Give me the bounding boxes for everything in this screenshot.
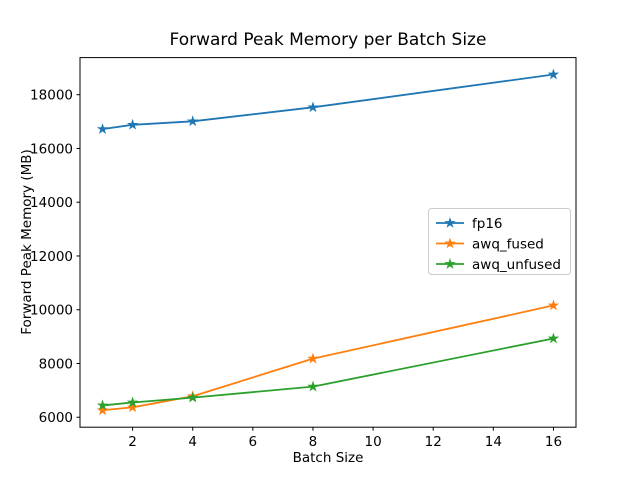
series-marker-fp16 — [96, 123, 109, 134]
legend-label-fp16: fp16 — [472, 216, 503, 232]
legend-label-awq_unfused: awq_unfused — [472, 257, 561, 273]
x-tick-label: 6 — [249, 434, 258, 450]
series-marker-awq_unfused — [96, 399, 109, 411]
series-marker-awq_fused — [126, 401, 139, 413]
legend-marker-awq_unfused — [444, 258, 456, 269]
y-tick-label: 10000 — [30, 303, 73, 319]
y-tick-label: 12000 — [30, 249, 73, 265]
legend-box — [428, 208, 571, 275]
x-tick-label: 2 — [128, 434, 137, 450]
series-marker-awq_unfused — [307, 380, 319, 392]
series-line-awq_fused — [101, 304, 555, 412]
series-marker-awq_unfused — [547, 332, 560, 344]
x-tick-label: 16 — [545, 434, 562, 450]
x-tick-label: 4 — [188, 434, 197, 450]
y-tick-label: 8000 — [39, 356, 73, 372]
chart-title: Forward Peak Memory per Batch Size — [169, 30, 487, 50]
series-line-awq_unfused — [101, 337, 555, 407]
series-marker-fp16 — [547, 68, 560, 80]
series-marker-awq_fused — [547, 299, 560, 311]
x-axis-label: Batch Size — [292, 450, 364, 466]
series-line-fp16 — [101, 73, 555, 131]
x-tick-label: 8 — [309, 434, 318, 450]
axes-frame — [79, 57, 577, 428]
series-marker-fp16 — [307, 101, 319, 113]
y-tick-label: 14000 — [30, 195, 73, 211]
series-marker-awq_fused — [96, 404, 109, 416]
legend-marker-awq_fused — [444, 237, 456, 249]
x-tick-label: 14 — [485, 434, 502, 450]
y-tick-label: 18000 — [30, 87, 73, 103]
series-marker-awq_unfused — [126, 396, 139, 408]
series-marker-fp16 — [187, 115, 199, 127]
x-tick-label: 10 — [364, 434, 381, 450]
legend-marker-fp16 — [444, 217, 456, 228]
series-marker-fp16 — [126, 118, 139, 130]
series-marker-awq_unfused — [187, 391, 199, 403]
y-tick-label: 16000 — [30, 141, 73, 157]
y-axis-label: Forward Peak Memory (MB) — [19, 149, 35, 335]
series-marker-awq_fused — [307, 352, 319, 364]
y-tick-label: 6000 — [39, 410, 73, 426]
legend-label-awq_fused: awq_fused — [472, 236, 544, 252]
x-tick-label: 12 — [425, 434, 442, 450]
